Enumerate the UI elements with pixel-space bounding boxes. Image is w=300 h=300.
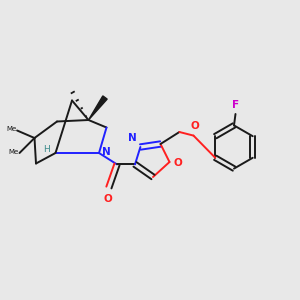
Text: O: O — [104, 194, 113, 203]
Text: O: O — [173, 158, 182, 169]
Text: F: F — [232, 100, 239, 110]
Text: N: N — [128, 134, 137, 143]
Text: O: O — [190, 121, 200, 131]
Text: N: N — [102, 147, 110, 157]
Text: Me: Me — [6, 126, 16, 132]
Text: Me: Me — [8, 148, 19, 154]
Text: H: H — [44, 145, 50, 154]
Polygon shape — [88, 96, 107, 120]
